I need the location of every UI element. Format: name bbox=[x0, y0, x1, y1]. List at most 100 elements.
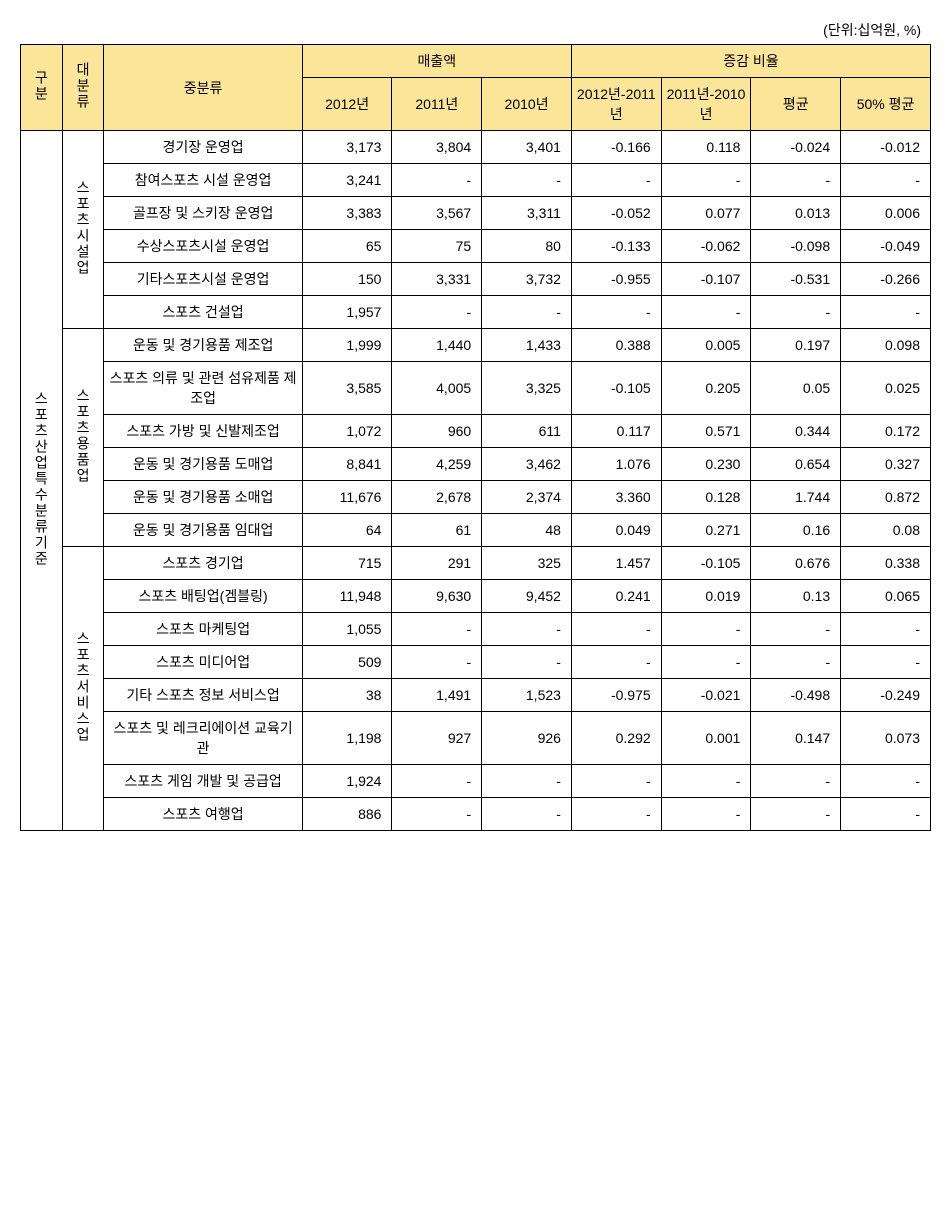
col-2012: 2012년 bbox=[302, 78, 392, 131]
cell-value: 3.360 bbox=[571, 481, 661, 514]
cell-value: 0.005 bbox=[661, 329, 751, 362]
cell-value: 1,999 bbox=[302, 329, 392, 362]
cell-value: 611 bbox=[482, 415, 572, 448]
cell-value: -0.975 bbox=[571, 679, 661, 712]
row-label: 스포츠 의류 및 관련 섬유제품 제조업 bbox=[104, 362, 302, 415]
row-label: 스포츠 여행업 bbox=[104, 798, 302, 831]
cell-value: - bbox=[482, 296, 572, 329]
cell-value: 11,948 bbox=[302, 580, 392, 613]
table-row: 스포츠 여행업886------ bbox=[21, 798, 931, 831]
cell-value: -0.249 bbox=[841, 679, 931, 712]
cell-value: 0.049 bbox=[571, 514, 661, 547]
cell-value: - bbox=[482, 646, 572, 679]
table-row: 참여스포츠 시설 운영업3,241------ bbox=[21, 164, 931, 197]
cell-value: 0.205 bbox=[661, 362, 751, 415]
cell-value: 0.08 bbox=[841, 514, 931, 547]
cell-value: - bbox=[482, 613, 572, 646]
table-row: 스포츠 의류 및 관련 섬유제품 제조업3,5854,0053,325-0.10… bbox=[21, 362, 931, 415]
cell-value: - bbox=[392, 613, 482, 646]
unit-label: (단위:십억원, %) bbox=[20, 20, 931, 40]
col-avg: 평균 bbox=[751, 78, 841, 131]
cell-value: -0.166 bbox=[571, 131, 661, 164]
table-row: 스포츠 배팅업(겜블링)11,9489,6309,4520.2410.0190.… bbox=[21, 580, 931, 613]
cell-value: 3,462 bbox=[482, 448, 572, 481]
row-label: 기타 스포츠 정보 서비스업 bbox=[104, 679, 302, 712]
row-label: 스포츠 경기업 bbox=[104, 547, 302, 580]
cell-value: 0.065 bbox=[841, 580, 931, 613]
cell-value: 3,732 bbox=[482, 263, 572, 296]
cell-value: -0.024 bbox=[751, 131, 841, 164]
cell-value: 11,676 bbox=[302, 481, 392, 514]
cell-value: 0.676 bbox=[751, 547, 841, 580]
cell-value: - bbox=[482, 765, 572, 798]
col-d1: 2012년-2011년 bbox=[571, 78, 661, 131]
cell-value: 75 bbox=[392, 230, 482, 263]
col-sales-group: 매출액 bbox=[302, 45, 571, 78]
cell-value: 3,311 bbox=[482, 197, 572, 230]
cell-value: 0.241 bbox=[571, 580, 661, 613]
row-label: 운동 및 경기용품 제조업 bbox=[104, 329, 302, 362]
cell-value: 0.327 bbox=[841, 448, 931, 481]
cell-value: - bbox=[661, 296, 751, 329]
col-d2: 2011년-2010년 bbox=[661, 78, 751, 131]
cell-value: 1,440 bbox=[392, 329, 482, 362]
cell-value: - bbox=[482, 164, 572, 197]
table-row: 스포츠서비스업스포츠 경기업7152913251.457-0.1050.6760… bbox=[21, 547, 931, 580]
group-header: 스포츠용품업 bbox=[62, 329, 104, 547]
cell-value: - bbox=[841, 798, 931, 831]
cell-value: - bbox=[841, 296, 931, 329]
cell-value: 3,331 bbox=[392, 263, 482, 296]
cell-value: -0.531 bbox=[751, 263, 841, 296]
col-2010: 2010년 bbox=[482, 78, 572, 131]
cell-value: -0.955 bbox=[571, 263, 661, 296]
row-label: 스포츠 게임 개발 및 공급업 bbox=[104, 765, 302, 798]
cell-value: -0.105 bbox=[661, 547, 751, 580]
table-head: 구분 대분류 중분류 매출액 증감 비율 2012년 2011년 2010년 2… bbox=[21, 45, 931, 131]
cell-value: - bbox=[571, 296, 661, 329]
cell-value: 1.457 bbox=[571, 547, 661, 580]
cell-value: 1,072 bbox=[302, 415, 392, 448]
cell-value: - bbox=[392, 646, 482, 679]
cell-value: - bbox=[751, 765, 841, 798]
cell-value: 3,585 bbox=[302, 362, 392, 415]
cell-value: 3,173 bbox=[302, 131, 392, 164]
cell-value: 1,433 bbox=[482, 329, 572, 362]
cell-value: - bbox=[571, 765, 661, 798]
cell-value: 0.172 bbox=[841, 415, 931, 448]
row-label: 스포츠 미디어업 bbox=[104, 646, 302, 679]
cell-value: 0.001 bbox=[661, 712, 751, 765]
row-label: 수상스포츠시설 운영업 bbox=[104, 230, 302, 263]
cell-value: - bbox=[661, 164, 751, 197]
cell-value: 80 bbox=[482, 230, 572, 263]
col-change-group: 증감 비율 bbox=[571, 45, 930, 78]
cell-value: - bbox=[571, 646, 661, 679]
cell-value: - bbox=[571, 164, 661, 197]
cell-value: 1,957 bbox=[302, 296, 392, 329]
cell-value: - bbox=[841, 613, 931, 646]
cell-value: 1,491 bbox=[392, 679, 482, 712]
table-row: 스포츠 건설업1,957------ bbox=[21, 296, 931, 329]
data-table: 구분 대분류 중분류 매출액 증감 비율 2012년 2011년 2010년 2… bbox=[20, 44, 931, 831]
cell-value: 0.013 bbox=[751, 197, 841, 230]
cell-value: 0.271 bbox=[661, 514, 751, 547]
row-header-main: 스포츠산업특수분류기준 bbox=[21, 131, 63, 831]
cell-value: - bbox=[571, 613, 661, 646]
cell-value: 0.571 bbox=[661, 415, 751, 448]
cell-value: 0.006 bbox=[841, 197, 931, 230]
cell-value: 0.025 bbox=[841, 362, 931, 415]
cell-value: 1,523 bbox=[482, 679, 572, 712]
cell-value: 886 bbox=[302, 798, 392, 831]
cell-value: 150 bbox=[302, 263, 392, 296]
cell-value: 1,055 bbox=[302, 613, 392, 646]
cell-value: 0.098 bbox=[841, 329, 931, 362]
cell-value: -0.266 bbox=[841, 263, 931, 296]
cell-value: -0.133 bbox=[571, 230, 661, 263]
cell-value: - bbox=[392, 164, 482, 197]
cell-value: 1.076 bbox=[571, 448, 661, 481]
cell-value: -0.049 bbox=[841, 230, 931, 263]
table-row: 스포츠용품업운동 및 경기용품 제조업1,9991,4401,4330.3880… bbox=[21, 329, 931, 362]
row-label: 운동 및 경기용품 임대업 bbox=[104, 514, 302, 547]
cell-value: 3,401 bbox=[482, 131, 572, 164]
cell-value: - bbox=[751, 613, 841, 646]
cell-value: 3,804 bbox=[392, 131, 482, 164]
